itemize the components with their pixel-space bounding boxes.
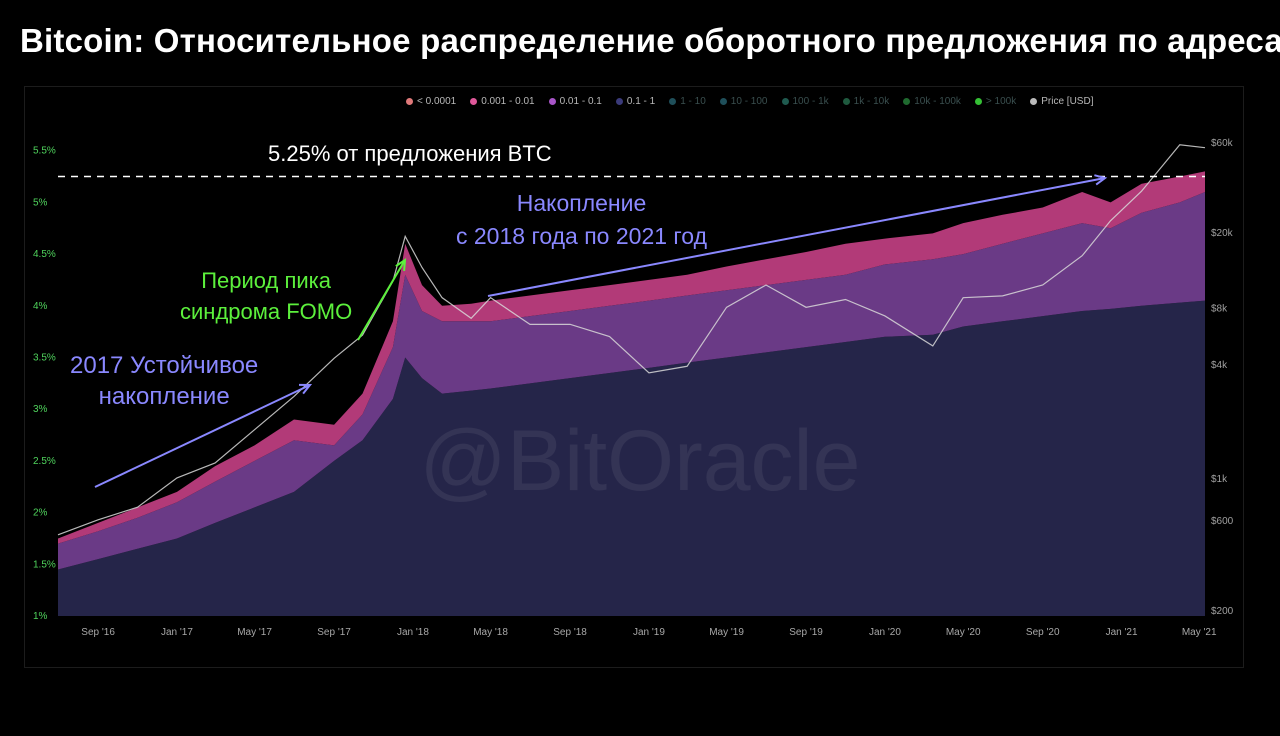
legend-item[interactable]: > 100k bbox=[974, 96, 1017, 107]
legend-dot-icon bbox=[669, 98, 677, 105]
legend-item[interactable]: < 0.0001 bbox=[406, 96, 456, 107]
annotation-2018-2021: Накопление с 2018 года по 2021 год bbox=[456, 187, 707, 253]
annotation-2017-line2: накопление bbox=[98, 383, 230, 410]
area-band-0.01-0.1 bbox=[58, 192, 1205, 570]
y-tick-label: 5% bbox=[33, 197, 48, 208]
x-tick-label: Sep '17 bbox=[317, 627, 351, 638]
arrow-2018-2021-accumulation bbox=[487, 174, 1108, 297]
x-tick-label: Sep '19 bbox=[789, 627, 823, 638]
y-axis-left: 1% 1.5% 2% 2.5% 3% 3.5% 4% 4.5% 5% 5.5% bbox=[33, 146, 56, 622]
y-tick-label: 2% bbox=[33, 508, 48, 519]
legend-dot-icon bbox=[1030, 98, 1038, 105]
annotation-2018-line2: с 2018 года по 2021 год bbox=[456, 223, 708, 249]
stacked-areas bbox=[58, 171, 1205, 616]
legend-label: > 100k bbox=[985, 96, 1017, 107]
price-series-line bbox=[57, 144, 1206, 536]
legend-label: 100 - 1k bbox=[792, 96, 829, 107]
arrow-2017-accumulation bbox=[94, 383, 313, 488]
legend-item[interactable]: 100 - 1k bbox=[781, 96, 829, 107]
x-tick-label: Jan '18 bbox=[397, 627, 429, 638]
annotation-arrows bbox=[94, 174, 1108, 488]
watermark: @BitOracle bbox=[420, 413, 861, 509]
annotation-2017: 2017 Устойчивое накопление bbox=[70, 350, 258, 412]
y2-tick-label: $600 bbox=[1211, 516, 1234, 527]
x-tick-label: Jan '20 bbox=[869, 627, 901, 638]
x-tick-label: Sep '16 bbox=[81, 627, 115, 638]
x-tick-label: Sep '18 bbox=[553, 627, 587, 638]
legend-label: 0.001 - 0.01 bbox=[481, 96, 535, 107]
legend-item[interactable]: 1 - 10 bbox=[669, 96, 706, 107]
legend-dot-icon bbox=[719, 98, 727, 105]
legend-dot-icon bbox=[548, 98, 556, 105]
annotation-fomo-line2: синдрома FOMO bbox=[180, 299, 353, 324]
legend-item[interactable]: 0.1 - 1 bbox=[615, 96, 656, 107]
y-tick-label: 5.5% bbox=[33, 146, 56, 157]
x-tick-label: Jan '19 bbox=[633, 627, 665, 638]
x-tick-label: May '18 bbox=[473, 627, 508, 638]
y2-tick-label: $200 bbox=[1211, 606, 1234, 617]
legend-dot-icon bbox=[842, 98, 850, 105]
legend-dot-icon bbox=[903, 98, 911, 105]
x-axis: Sep '16 Jan '17 May '17 Sep '17 Jan '18 May '… bbox=[81, 627, 1217, 638]
x-tick-label: May '17 bbox=[237, 627, 272, 638]
legend-item[interactable]: 0.01 - 0.1 bbox=[548, 96, 602, 107]
legend-item[interactable]: 10k - 100k bbox=[903, 96, 961, 107]
legend-label: 1k - 10k bbox=[853, 96, 890, 107]
chart-legend: < 0.0001 0.001 - 0.01 0.01 - 0.1 0.1 - 1 1 -… bbox=[406, 96, 1093, 107]
legend-label: 1 - 10 bbox=[680, 96, 706, 107]
annotation-2018-line1: Накопление bbox=[516, 190, 647, 216]
legend-item[interactable]: 10 - 100 bbox=[719, 96, 768, 107]
page-title: Bitcoin: Относительное распределение обо… bbox=[20, 22, 1280, 59]
y-tick-label: 3% bbox=[33, 404, 48, 415]
reference-line-label: 5.25% от предложения BTC bbox=[268, 141, 552, 166]
legend-item[interactable]: Price [USD] bbox=[1030, 96, 1093, 107]
legend-label: 0.01 - 0.1 bbox=[559, 96, 602, 107]
y-tick-label: 4.5% bbox=[33, 249, 56, 260]
x-tick-label: Jan '17 bbox=[161, 627, 193, 638]
y-tick-label: 1% bbox=[33, 611, 48, 622]
annotation-fomo: Период пика синдрома FOMO bbox=[180, 265, 352, 327]
y2-tick-label: $4k bbox=[1211, 360, 1228, 371]
y2-tick-label: $8k bbox=[1211, 303, 1228, 314]
legend-dot-icon bbox=[781, 98, 789, 105]
x-tick-label: May '20 bbox=[946, 627, 981, 638]
price-line bbox=[57, 144, 1206, 536]
legend-dot-icon bbox=[615, 98, 623, 105]
y-tick-label: 2.5% bbox=[33, 456, 56, 467]
annotation-fomo-line1: Период пика bbox=[201, 268, 332, 293]
x-tick-label: May '21 bbox=[1182, 627, 1217, 638]
area-band-0.1-1 bbox=[58, 300, 1205, 616]
y2-tick-label: $60k bbox=[1211, 138, 1234, 149]
legend-label: 0.1 - 1 bbox=[626, 96, 656, 107]
x-tick-label: May '19 bbox=[709, 627, 744, 638]
x-tick-label: Sep '20 bbox=[1026, 627, 1060, 638]
area-band-0.001-0.01 bbox=[58, 171, 1205, 544]
legend-item[interactable]: 0.001 - 0.01 bbox=[470, 96, 535, 107]
legend-label: 10k - 100k bbox=[914, 96, 961, 107]
y-tick-label: 1.5% bbox=[33, 559, 56, 570]
legend-label: Price [USD] bbox=[1041, 96, 1094, 107]
arrow-fomo-peak bbox=[357, 258, 407, 341]
y-tick-label: 4% bbox=[33, 301, 48, 312]
y2-tick-label: $1k bbox=[1211, 474, 1228, 485]
y2-tick-label: $20k bbox=[1211, 228, 1234, 239]
x-tick-label: Jan '21 bbox=[1106, 627, 1138, 638]
annotation-2017-line1: 2017 Устойчивое bbox=[70, 352, 259, 379]
y-tick-label: 3.5% bbox=[33, 352, 56, 363]
y-axis-right: $200 $600 $1k $4k $8k $20k $60k bbox=[1211, 138, 1234, 617]
legend-dot-icon bbox=[974, 98, 982, 105]
legend-item[interactable]: 1k - 10k bbox=[842, 96, 890, 107]
legend-dot-icon bbox=[406, 98, 413, 105]
legend-label: 10 - 100 bbox=[730, 96, 768, 107]
legend-dot-icon bbox=[470, 98, 478, 105]
legend-label: < 0.0001 bbox=[417, 96, 457, 107]
